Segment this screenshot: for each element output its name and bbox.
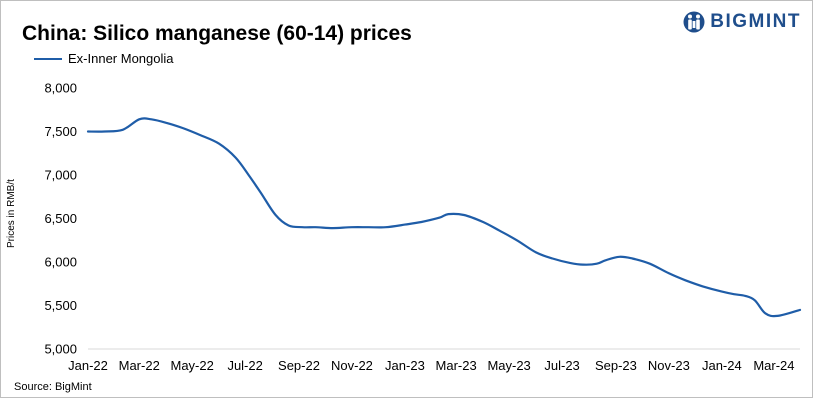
bigmint-logo-icon	[683, 11, 705, 33]
y-tick-label: 8,000	[44, 81, 77, 96]
legend: Ex-Inner Mongolia	[34, 51, 174, 66]
x-tick-label: Jul-23	[544, 358, 579, 373]
brand-logo: BIGMINT	[683, 10, 801, 34]
x-tick-labels: Jan-22 Mar-22 May-22 Jul-22 Sep-22 Nov-22 Jan-…	[68, 358, 794, 373]
y-tick-label: 7,000	[44, 168, 77, 183]
x-tick-label: Jan-23	[385, 358, 425, 373]
x-tick-label: Sep-22	[278, 358, 320, 373]
x-tick-label: May-22	[171, 358, 214, 373]
chart-title: China: Silico manganese (60-14) prices	[22, 22, 412, 45]
y-tick-label: 5,500	[44, 298, 77, 313]
brand-name: BIGMINT	[710, 11, 801, 32]
y-tick-label: 6,000	[44, 255, 77, 270]
x-tick-label: Mar-24	[753, 358, 794, 373]
x-tick-label: Jan-24	[702, 358, 742, 373]
y-tick-labels: 5,000 5,500 6,000 6,500 7,000 7,500 8,000	[44, 81, 77, 357]
y-tick-label: 6,500	[44, 211, 77, 226]
legend-swatch	[34, 57, 62, 60]
x-tick-label: Nov-23	[648, 358, 690, 373]
x-tick-label: Sep-23	[595, 358, 637, 373]
source-note: Source: BigMint	[14, 381, 92, 393]
x-tick-label: Mar-23	[436, 358, 477, 373]
y-tick-label: 5,000	[44, 342, 77, 357]
x-tick-label: Nov-22	[331, 358, 373, 373]
series-line-ex-inner-mongolia	[86, 117, 802, 318]
x-tick-label: Mar-22	[119, 358, 160, 373]
x-tick-label: May-23	[487, 358, 530, 373]
x-tick-label: Jan-22	[68, 358, 108, 373]
y-tick-label: 7,500	[44, 124, 77, 139]
x-tick-label: Jul-22	[227, 358, 262, 373]
legend-label: Ex-Inner Mongolia	[68, 51, 174, 66]
